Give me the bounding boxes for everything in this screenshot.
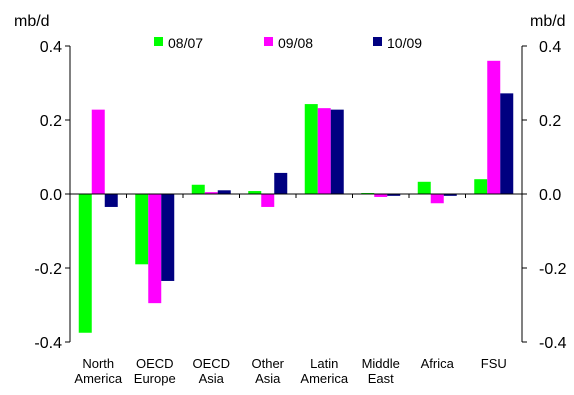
legend-label: 09/08: [278, 35, 313, 51]
right-tick-label: 0.0: [539, 187, 561, 204]
bar-10-09-7: [500, 93, 514, 194]
category-label: Latin: [310, 356, 338, 371]
category-label: East: [368, 371, 394, 386]
right-tick-label: 0.2: [539, 113, 561, 130]
category-label: Africa: [421, 356, 455, 371]
category-label: Asia: [199, 371, 225, 386]
category-label: Asia: [255, 371, 281, 386]
category-label: America: [74, 371, 122, 386]
bar-08-07-6: [417, 181, 431, 194]
category-label: Other: [251, 356, 284, 371]
bar-09-08-0: [91, 109, 105, 194]
bar-09-08-3: [261, 194, 275, 207]
bar-09-08-2: [204, 192, 218, 194]
bar-10-09-0: [104, 194, 118, 207]
legend-swatch-08-07: [154, 37, 163, 46]
left-tick-label: 0.2: [40, 113, 62, 130]
legend-swatch-10-09: [373, 37, 382, 46]
legend-label: 08/07: [168, 35, 203, 51]
legend: 08/07 09/08 10/09: [154, 35, 422, 51]
category-label: Middle: [362, 356, 400, 371]
left-axis-unit: mb/d: [14, 13, 50, 30]
right-tick-label: -0.2: [539, 261, 567, 278]
bar-08-07-1: [135, 194, 149, 265]
category-label: Europe: [134, 371, 176, 386]
bar-08-07-7: [474, 179, 488, 194]
bar-10-09-2: [217, 190, 231, 194]
legend-label: 10/09: [387, 35, 422, 51]
bar-10-09-5: [387, 194, 401, 196]
bar-09-08-7: [487, 60, 501, 194]
bar-08-07-2: [191, 184, 205, 194]
bar-09-08-5: [374, 194, 388, 197]
left-tick-label: -0.4: [34, 335, 62, 352]
right-tick-label: 0.4: [539, 39, 561, 56]
bar-10-09-1: [161, 194, 175, 281]
category-label: North: [82, 356, 114, 371]
category-label: FSU: [481, 356, 507, 371]
bar-10-09-4: [330, 109, 344, 194]
category-label: OECD: [192, 356, 230, 371]
legend-swatch-09-08: [264, 37, 273, 46]
bar-08-07-0: [78, 194, 92, 333]
right-tick-label: -0.4: [539, 335, 567, 352]
bar-09-08-1: [148, 194, 162, 304]
plot-area: 0.4 0.40.2 0.20.0 0.0-0.2 -0.2-0.4 -0.4NorthA…: [34, 39, 566, 386]
bar-08-07-4: [304, 104, 318, 194]
left-tick-label: 0.4: [40, 39, 62, 56]
bar-09-08-6: [430, 194, 444, 204]
bar-09-08-4: [317, 108, 331, 194]
left-tick-label: 0.0: [40, 187, 62, 204]
bar-10-09-3: [274, 172, 288, 194]
bar-08-07-3: [248, 191, 262, 194]
category-label: America: [300, 371, 348, 386]
category-label: OECD: [136, 356, 174, 371]
left-tick-label: -0.2: [34, 261, 62, 278]
right-axis-unit: mb/d: [530, 13, 566, 30]
bar-10-09-6: [443, 194, 457, 196]
